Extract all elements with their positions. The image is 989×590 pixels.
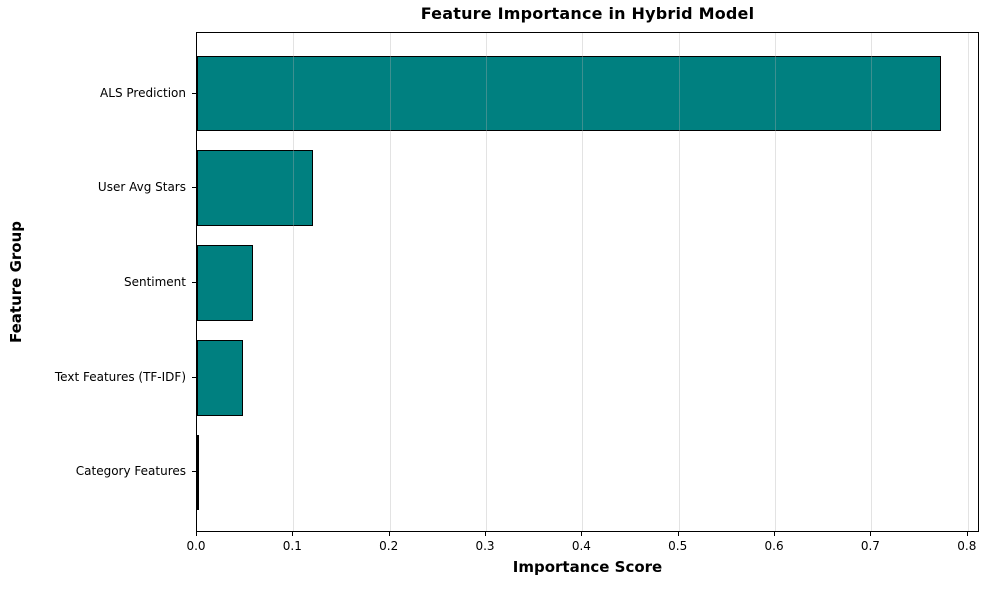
- xtick-label-0.8: 0.8: [957, 539, 977, 553]
- xtick-label-0.1: 0.1: [282, 539, 302, 553]
- xtick-mark-0.6: [774, 532, 776, 536]
- xtick-label-0.5: 0.5: [668, 539, 688, 553]
- xtick-mark-0.3: [485, 532, 486, 536]
- gridline-x-0.8: [967, 33, 969, 531]
- ytick-mark-text-features-tf-idf: [192, 376, 196, 378]
- xtick-label-0.6: 0.6: [764, 539, 784, 553]
- xtick-label-0.3: 0.3: [475, 539, 495, 553]
- ytick-label-text-features-tf-idf: Text Features (TF-IDF): [54, 369, 186, 384]
- gridline-x-0.1: [293, 33, 295, 531]
- xtick-label-0.4: 0.4: [571, 539, 591, 553]
- ytick-label-als-prediction: ALS Prediction: [100, 85, 186, 100]
- gridline-x-0.2: [389, 33, 391, 531]
- gridline-x-0.6: [775, 33, 777, 531]
- gridline-x-0.5: [678, 33, 680, 531]
- xtick-mark-0.1: [292, 532, 294, 536]
- ytick-mark-category-features: [192, 471, 196, 473]
- gridline-x-0.7: [871, 33, 873, 531]
- plot-area: [196, 32, 979, 532]
- bar-sentiment: [197, 245, 253, 321]
- ytick-mark-sentiment: [192, 282, 196, 283]
- xtick-mark-0.0: [196, 532, 197, 536]
- bar-user-avg-stars: [197, 150, 313, 227]
- bar-text-features-tf-idf: [197, 339, 244, 416]
- bar-als-prediction: [197, 55, 941, 132]
- ytick-mark-als-prediction: [192, 92, 196, 94]
- bar-category-features: [197, 434, 199, 511]
- ytick-mark-user-avg-stars: [192, 187, 196, 189]
- xtick-label-0.0: 0.0: [186, 539, 206, 553]
- xtick-mark-0.5: [677, 532, 679, 536]
- xtick-mark-0.2: [388, 532, 390, 536]
- xtick-label-0.7: 0.7: [860, 539, 880, 553]
- xtick-mark-0.8: [966, 532, 968, 536]
- x-axis-label: Importance Score: [512, 558, 663, 576]
- xtick-mark-0.4: [581, 532, 583, 536]
- ytick-label-sentiment: Sentiment: [123, 275, 186, 289]
- xtick-mark-0.7: [870, 532, 872, 536]
- gridline-x-0.4: [582, 33, 584, 531]
- ytick-label-user-avg-stars: User Avg Stars: [97, 180, 186, 195]
- xtick-label-0.2: 0.2: [379, 539, 399, 553]
- gridline-x-0.3: [486, 33, 487, 531]
- ytick-label-category-features: Category Features: [75, 464, 186, 479]
- chart-title: Feature Importance in Hybrid Model: [420, 4, 755, 23]
